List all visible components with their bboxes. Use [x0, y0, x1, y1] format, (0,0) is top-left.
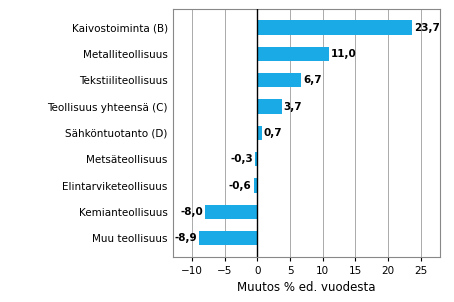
Text: -8,0: -8,0: [181, 207, 203, 217]
Bar: [257, 47, 329, 61]
Text: -0,3: -0,3: [231, 154, 253, 164]
Bar: [257, 126, 262, 140]
Bar: [199, 231, 257, 246]
Bar: [256, 152, 257, 166]
Text: -0,6: -0,6: [229, 181, 252, 191]
Bar: [253, 178, 257, 193]
Text: 3,7: 3,7: [284, 101, 302, 111]
Text: 6,7: 6,7: [303, 75, 322, 85]
Bar: [257, 73, 301, 88]
Text: 23,7: 23,7: [414, 23, 440, 33]
X-axis label: Muutos % ed. vuodesta: Muutos % ed. vuodesta: [237, 281, 376, 294]
Text: -8,9: -8,9: [175, 233, 197, 243]
Bar: [257, 20, 412, 35]
Bar: [257, 99, 281, 114]
Bar: [205, 205, 257, 219]
Text: 11,0: 11,0: [331, 49, 357, 59]
Text: 0,7: 0,7: [264, 128, 282, 138]
